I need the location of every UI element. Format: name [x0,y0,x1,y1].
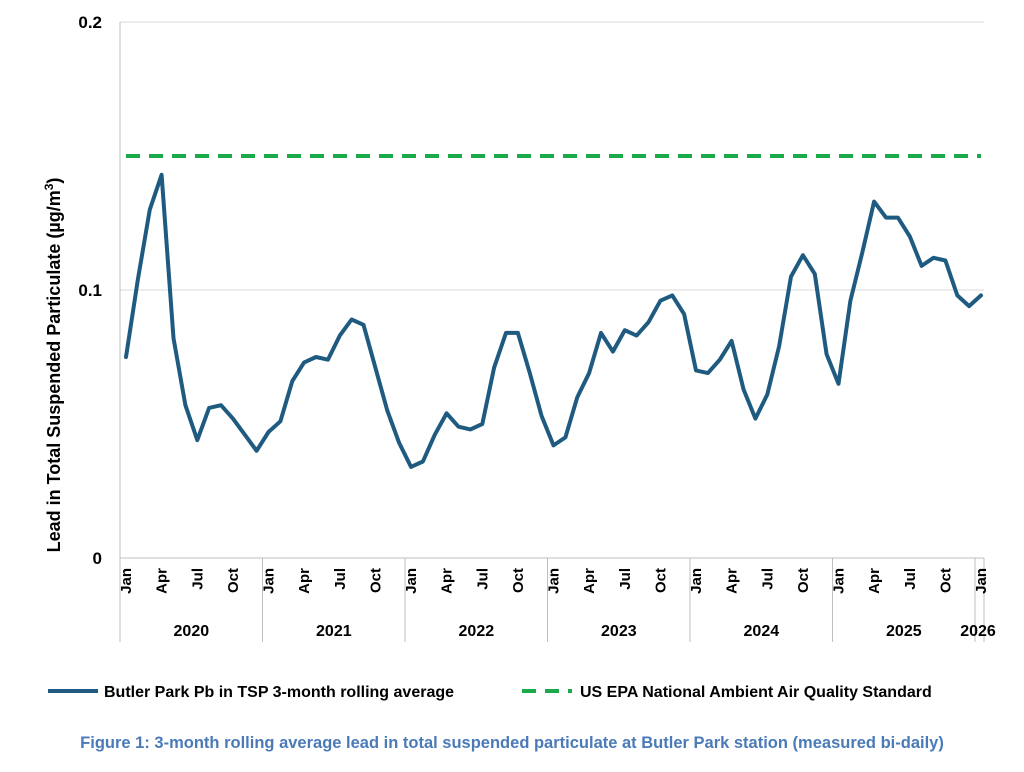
x-tick-label: Apr [439,568,456,594]
x-tick-label: Oct [652,568,669,593]
x-tick-label: Jan [546,568,563,594]
year-label: 2025 [886,623,922,640]
x-tick-label: Oct [937,568,954,593]
x-tick-label: Apr [581,568,598,594]
x-tick-label: Jan [688,568,705,594]
x-tick-label: Jul [617,568,634,590]
series-line-butler-park [124,172,983,469]
x-tick-label: Oct [795,568,812,593]
x-tick-label: Apr [296,568,313,594]
x-tick-label: Jul [474,568,491,590]
year-label: 2020 [174,623,210,640]
x-tick-labels: Jan Apr Jul Oct Jan Apr Jul Oct Jan Apr Jul Oct Jan A… [118,568,990,594]
legend: Butler Park Pb in TSP 3-month rolling av… [48,684,932,701]
x-tick-label: Jul [902,568,919,590]
series-lines [124,154,983,469]
figure-caption: Figure 1: 3-month rolling average lead i… [80,734,944,752]
year-label: 2021 [316,623,352,640]
year-labels: 2020 2021 2022 2023 2024 2025 2026 [174,623,996,640]
y-tick-labels: 0 0.1 0.2 [78,13,102,568]
x-tick-label: Jan [261,568,278,594]
x-tick-label: Apr [154,568,171,594]
year-label: 2026 [960,623,996,640]
x-tick-label: Oct [510,568,527,593]
year-label: 2024 [744,623,780,640]
y-tick-label: 0 [93,549,102,568]
legend-label-epa-standard: US EPA National Ambient Air Quality Stan… [580,684,932,701]
axes [119,22,985,642]
x-tick-label: Jan [118,568,135,594]
legend-label-butler-park: Butler Park Pb in TSP 3-month rolling av… [104,684,454,701]
x-tick-label: Apr [866,568,883,594]
y-axis-label: Lead in Total Suspended Particulate (µg/… [42,178,64,553]
x-tick-label: Oct [225,568,242,593]
gridlines [120,21,984,291]
x-tick-label: Jan [831,568,848,594]
x-tick-label: Jan [973,568,990,594]
x-tick-label: Jan [403,568,420,594]
line-chart: 0 0.1 0.2 Jan Apr Jul Oct Jan Apr Jul Oct Jan Apr Ju… [42,13,996,701]
x-tick-label: Jul [759,568,776,590]
x-tick-label: Jul [189,568,206,590]
x-tick-label: Apr [724,568,741,594]
year-label: 2022 [459,623,495,640]
year-label: 2023 [601,623,637,640]
x-tick-label: Jul [332,568,349,590]
y-tick-label: 0.1 [78,281,102,300]
x-tick-label: Oct [367,568,384,593]
y-tick-label: 0.2 [78,13,102,32]
